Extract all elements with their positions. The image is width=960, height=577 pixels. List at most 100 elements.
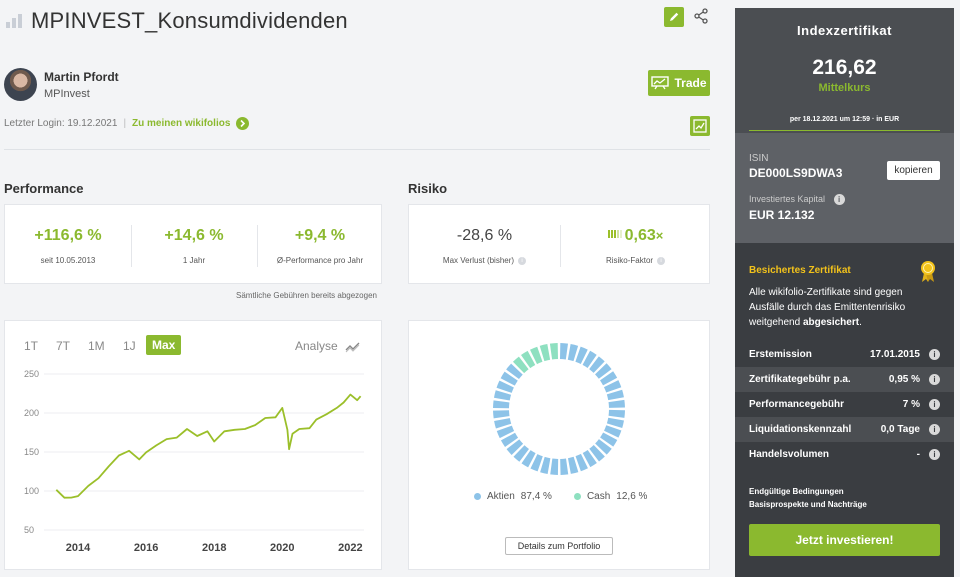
performance-total: +116,6 % bbox=[34, 227, 102, 244]
donut-slice-aktien bbox=[506, 363, 523, 380]
secured-text-main: Alle wikifolio-Zertifikate sind gegen Au… bbox=[749, 287, 906, 328]
avatar[interactable] bbox=[4, 68, 37, 101]
capital-label-wrap: Investiertes Kapital i bbox=[749, 194, 845, 206]
info-icon[interactable]: i bbox=[929, 374, 940, 385]
range-1m[interactable]: 1M bbox=[88, 339, 105, 353]
performance-avg-label: Ø-Performance pro Jahr bbox=[276, 256, 364, 265]
donut-slice-aktien bbox=[540, 456, 551, 475]
donut-slice-aktien bbox=[550, 458, 559, 475]
row-value: 0,0 Tage bbox=[880, 424, 920, 435]
trade-button[interactable]: Trade bbox=[648, 70, 710, 96]
performance-1y-label: 1 Jahr bbox=[182, 256, 206, 265]
author-name[interactable]: Martin Pfordt bbox=[44, 70, 119, 84]
prospectus-link[interactable]: Basisprospekte und Nachträge bbox=[749, 500, 867, 509]
donut-slice-aktien bbox=[493, 390, 512, 401]
risk-factor: 0,63× bbox=[560, 227, 711, 245]
price-date: per 18.12.2021 um 12:59 · in EUR bbox=[789, 116, 900, 123]
donut-slice-aktien bbox=[595, 439, 612, 455]
legend-cash-name: Cash bbox=[586, 491, 611, 502]
range-max[interactable]: Max bbox=[146, 335, 182, 355]
pencil-icon bbox=[670, 12, 679, 21]
range-1t[interactable]: 1T bbox=[24, 339, 39, 353]
performance-title: Performance bbox=[4, 181, 84, 196]
y-tick-label: 250 bbox=[24, 369, 39, 379]
share-button[interactable] bbox=[692, 7, 710, 25]
legend-dot-cash bbox=[573, 493, 581, 500]
copy-isin-button[interactable]: kopieren bbox=[887, 161, 940, 180]
donut-slice-cash bbox=[549, 343, 559, 360]
donut-slice-aktien bbox=[589, 444, 605, 462]
secured-text-end: . bbox=[859, 317, 862, 328]
row-handelsvolumen: Handelsvolumen - i bbox=[735, 442, 954, 467]
row-liquidationskennzahl: Liquidationskennzahl 0,0 Tage i bbox=[735, 417, 954, 442]
donut-slice-aktien bbox=[600, 432, 618, 447]
price: 216,62 bbox=[812, 56, 877, 79]
isin-label: ISIN bbox=[749, 153, 769, 164]
donut-slice-aktien bbox=[603, 380, 622, 393]
info-icon[interactable]: i bbox=[929, 424, 940, 435]
portfolio-details-button[interactable]: Details zum Portfolio bbox=[505, 537, 613, 555]
isin-value: DE000LS9DWA3 bbox=[749, 166, 843, 180]
row-label: Handelsvolumen bbox=[749, 449, 830, 460]
product-type: Indexzertifikat bbox=[797, 23, 892, 38]
donut-slice-aktien bbox=[559, 343, 569, 360]
my-wikifolios-link[interactable]: Zu meinen wikifolios bbox=[132, 118, 231, 129]
share-icon bbox=[694, 8, 708, 24]
donut-slice-aktien bbox=[606, 389, 624, 401]
last-login: Letzter Login: 19.12.2021 bbox=[4, 118, 118, 129]
range-7t[interactable]: 7T bbox=[56, 339, 71, 353]
row-erstemission: Erstemission 17.01.2015 i bbox=[735, 342, 954, 367]
risk-factor-value: 0,63 bbox=[624, 227, 656, 245]
last-login-line: Letzter Login: 19.12.2021 | Zu meinen wi… bbox=[4, 117, 250, 130]
divider bbox=[131, 225, 132, 267]
row-zertifikategebuehr: Zertifikategebühr p.a. 0,95 % i bbox=[735, 367, 954, 392]
trade-label: Trade bbox=[674, 76, 707, 90]
donut-slice-aktien bbox=[608, 399, 625, 409]
chart-view-button[interactable] bbox=[690, 116, 710, 136]
performance-card: +116,6 % seit 10.05.2013 +14,6 % 1 Jahr … bbox=[4, 204, 382, 284]
donut-slice-aktien bbox=[530, 454, 543, 472]
donut-slice-aktien bbox=[500, 432, 519, 447]
price-label: Mittelkurs bbox=[818, 82, 871, 94]
range-1j[interactable]: 1J bbox=[123, 339, 136, 353]
donut-slice-aktien bbox=[594, 363, 612, 379]
x-tick-label: 2020 bbox=[270, 542, 294, 554]
donut-slice-aktien bbox=[560, 458, 569, 475]
info-icon[interactable]: i bbox=[929, 399, 940, 410]
series-line bbox=[55, 393, 362, 499]
donut-slice-aktien bbox=[494, 417, 512, 429]
section-divider bbox=[4, 149, 710, 150]
trade-board-icon bbox=[651, 76, 670, 90]
info-icon[interactable]: i bbox=[929, 449, 940, 460]
donut-slice-aktien bbox=[506, 439, 524, 455]
divider bbox=[560, 225, 561, 267]
certificate-info-panel: Besichertes Zertifikat Alle wikifolio-Ze… bbox=[735, 243, 954, 577]
allocation-legend: Aktien 87,4 % Cash 12,6 % bbox=[474, 491, 647, 502]
row-label: Erstemission bbox=[749, 349, 812, 360]
isin-panel: ISIN DE000LS9DWA3 Investiertes Kapital i… bbox=[735, 133, 954, 243]
info-icon[interactable]: i bbox=[833, 194, 845, 206]
analyse-label: Analyse bbox=[295, 339, 338, 353]
row-value: 0,95 % bbox=[888, 374, 920, 385]
legend-dot-aktien bbox=[474, 493, 481, 500]
y-tick-label: 150 bbox=[24, 447, 39, 457]
chevron-right-icon[interactable] bbox=[236, 117, 250, 130]
divider: | bbox=[123, 118, 127, 129]
performance-chart-card bbox=[4, 320, 382, 570]
secured-text-bold: abgesichert bbox=[802, 317, 860, 328]
analyse-icon bbox=[345, 342, 360, 353]
donut-slice-aktien bbox=[567, 456, 579, 474]
performance-total-label: seit 10.05.2013 bbox=[40, 256, 96, 265]
legend-aktien-value: 87,4 % bbox=[520, 491, 552, 502]
analyse-button[interactable]: Analyse bbox=[295, 339, 361, 353]
x-tick-label: 2018 bbox=[202, 542, 226, 554]
donut-slice-aktien bbox=[603, 425, 622, 438]
info-icon[interactable]: i bbox=[929, 349, 940, 360]
page-title: MPINVEST_Konsumdividenden bbox=[31, 8, 348, 33]
row-performancegebuehr: Performancegebühr 7 % i bbox=[735, 392, 954, 417]
info-icon[interactable]: i bbox=[657, 256, 666, 265]
info-icon[interactable]: i bbox=[518, 256, 527, 265]
final-terms-link[interactable]: Endgültige Bedingungen bbox=[749, 487, 844, 496]
edit-button[interactable] bbox=[664, 7, 684, 27]
invest-button[interactable]: Jetzt investieren! bbox=[749, 524, 940, 556]
